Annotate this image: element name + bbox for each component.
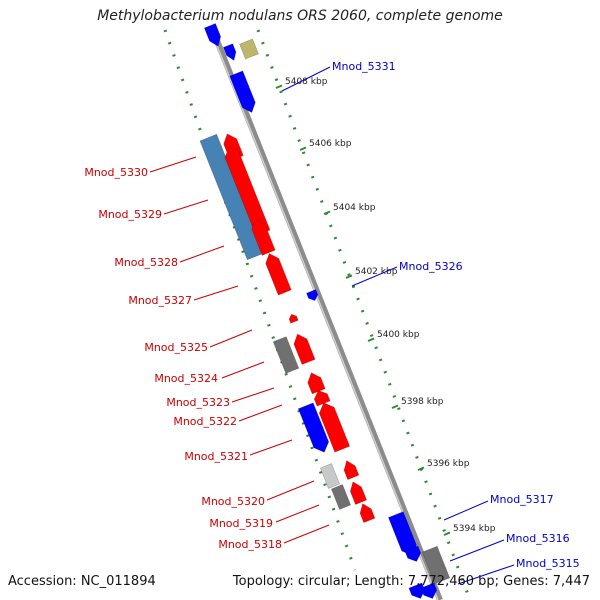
dotted-guide-left: [163, 29, 357, 571]
tick-label-2: 5404 kbp: [333, 203, 376, 213]
accession: Accession: NC_011894: [8, 574, 156, 589]
gene-block-7: [251, 218, 276, 256]
gene-block-14: [313, 390, 331, 407]
leader-line-left-3: [193, 285, 239, 301]
gene-block-3: [229, 70, 256, 113]
leader-line-right-4: [457, 564, 515, 585]
leader-line-right-1: [351, 266, 398, 287]
tick-label-5: 5398 kbp: [401, 397, 444, 407]
gene-block-12: [293, 333, 316, 365]
tick-mark-3: [345, 274, 353, 279]
gene-label-left-3: Mnod_5327: [128, 294, 192, 307]
gene-block-6: [224, 146, 271, 236]
gene-label-left-9: Mnod_5320: [201, 495, 265, 508]
gene-label-right-2: Mnod_5317: [490, 493, 554, 506]
tick-label-6: 5396 kbp: [427, 459, 470, 469]
gene-label-right-0: Mnod_5331: [332, 60, 396, 73]
gene-block-11: [272, 336, 300, 374]
leader-line-left-5: [221, 361, 265, 379]
leader-line-left-0: [149, 156, 197, 173]
gene-label-right-4: Mnod_5315: [516, 557, 580, 570]
gene-block-18: [330, 484, 352, 510]
genome-backbone-highlight: [209, 27, 439, 600]
gene-block-9: [306, 289, 319, 302]
tick-label-4: 5400 kbp: [377, 330, 420, 340]
tick-mark-7: [443, 531, 451, 536]
tick-mark-6: [417, 466, 425, 471]
gene-block-19: [343, 460, 360, 480]
tick-label-7: 5394 kbp: [453, 524, 496, 534]
leader-line-right-0: [281, 66, 331, 92]
gene-block-2: [239, 38, 259, 60]
gene-label-left-10: Mnod_5319: [209, 517, 273, 530]
gene-block-21: [359, 503, 376, 523]
gene-label-left-1: Mnod_5329: [98, 208, 162, 221]
tick-label-0: 5408 kbp: [285, 77, 328, 87]
leader-line-left-9: [266, 480, 315, 501]
gene-label-left-7: Mnod_5322: [173, 415, 237, 428]
leader-line-left-2: [179, 245, 225, 263]
tick-mark-4: [367, 337, 375, 342]
tick-label-1: 5406 kbp: [309, 139, 352, 149]
gene-block-8: [265, 253, 292, 296]
tick-mark-5: [391, 404, 399, 409]
gene-block-23: [421, 545, 451, 585]
gene-block-26: [420, 582, 438, 599]
leader-line-left-4: [209, 329, 253, 348]
leader-line-left-10: [275, 504, 320, 523]
leader-line-left-6: [231, 387, 275, 403]
gene-block-13: [307, 372, 326, 395]
gene-label-left-5: Mnod_5324: [154, 372, 218, 385]
gene-label-left-4: Mnod_5325: [144, 341, 208, 354]
gene-block-10: [288, 313, 299, 324]
map-title: Methylobacterium nodulans ORS 2060, comp…: [97, 8, 503, 24]
leader-line-right-2: [443, 500, 489, 521]
leader-line-left-1: [163, 199, 209, 215]
tick-mark-0: [275, 84, 283, 89]
genome-backbone: [209, 26, 443, 600]
gene-block-15: [297, 402, 330, 453]
gene-label-left-8: Mnod_5321: [184, 450, 248, 463]
genome-stats: Topology: circular; Length: 7,772,460 bp…: [232, 574, 590, 589]
gene-label-left-11: Mnod_5318: [218, 538, 282, 551]
gene-label-left-6: Mnod_5323: [166, 396, 230, 409]
gene-block-1: [223, 43, 237, 61]
tick-mark-2: [323, 210, 331, 215]
gene-block-20: [349, 481, 368, 505]
leader-line-left-7: [238, 404, 283, 422]
gene-label-right-3: Mnod_5316: [506, 532, 570, 545]
gene-block-16: [318, 402, 351, 453]
tick-mark-1: [299, 146, 307, 151]
gene-block-0: [203, 23, 222, 47]
tick-label-3: 5402 kbp: [355, 267, 398, 277]
gene-label-right-1: Mnod_5326: [399, 260, 463, 273]
gene-label-left-2: Mnod_5328: [114, 256, 178, 269]
gene-label-left-0: Mnod_5330: [84, 166, 148, 179]
leader-line-left-11: [283, 524, 330, 544]
gene-block-17: [319, 463, 341, 489]
leader-line-right-3: [449, 539, 505, 562]
gene-block-24: [404, 545, 422, 562]
leader-line-left-8: [249, 439, 293, 456]
